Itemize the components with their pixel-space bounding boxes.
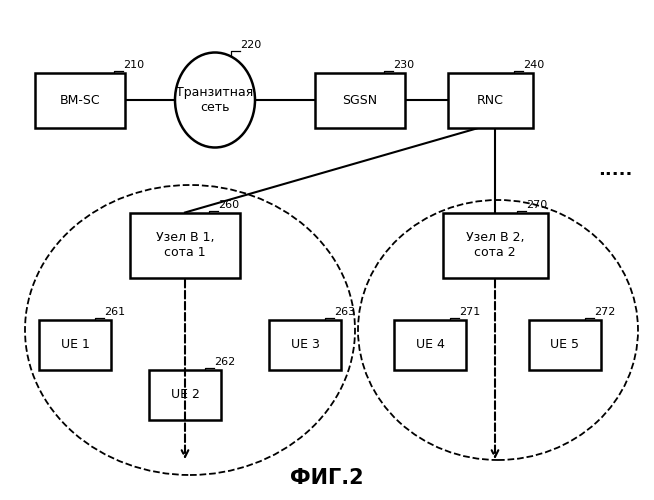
Text: RNC: RNC <box>477 94 504 106</box>
FancyBboxPatch shape <box>443 212 547 278</box>
FancyBboxPatch shape <box>394 320 466 370</box>
FancyBboxPatch shape <box>130 212 240 278</box>
FancyBboxPatch shape <box>447 72 532 128</box>
Text: 240: 240 <box>523 60 544 70</box>
Text: 272: 272 <box>594 307 615 317</box>
FancyBboxPatch shape <box>35 72 125 128</box>
Text: SGSN: SGSN <box>343 94 377 106</box>
Text: 261: 261 <box>104 307 125 317</box>
FancyBboxPatch shape <box>149 370 221 420</box>
Ellipse shape <box>175 52 255 148</box>
FancyBboxPatch shape <box>529 320 601 370</box>
Text: Узел В 1,
сота 1: Узел В 1, сота 1 <box>156 231 215 259</box>
FancyBboxPatch shape <box>39 320 111 370</box>
Text: 262: 262 <box>214 357 235 367</box>
Text: 210: 210 <box>123 60 144 70</box>
FancyBboxPatch shape <box>315 72 405 128</box>
Text: BM-SC: BM-SC <box>60 94 100 106</box>
Text: 270: 270 <box>526 200 547 210</box>
Text: UE 1: UE 1 <box>61 338 90 351</box>
Text: 220: 220 <box>240 40 261 50</box>
Text: UE 4: UE 4 <box>415 338 445 351</box>
Text: 230: 230 <box>393 60 414 70</box>
Text: UE 5: UE 5 <box>551 338 579 351</box>
Text: 263: 263 <box>334 307 355 317</box>
Text: Узел В 2,
сота 2: Узел В 2, сота 2 <box>466 231 525 259</box>
Text: UE 2: UE 2 <box>171 388 199 402</box>
Text: UE 3: UE 3 <box>290 338 319 351</box>
Text: 271: 271 <box>459 307 480 317</box>
Text: 260: 260 <box>218 200 239 210</box>
Text: .....: ..... <box>598 161 632 179</box>
FancyBboxPatch shape <box>269 320 341 370</box>
Text: Транзитная
сеть: Транзитная сеть <box>177 86 254 114</box>
Text: ФИГ.2: ФИГ.2 <box>290 468 364 488</box>
